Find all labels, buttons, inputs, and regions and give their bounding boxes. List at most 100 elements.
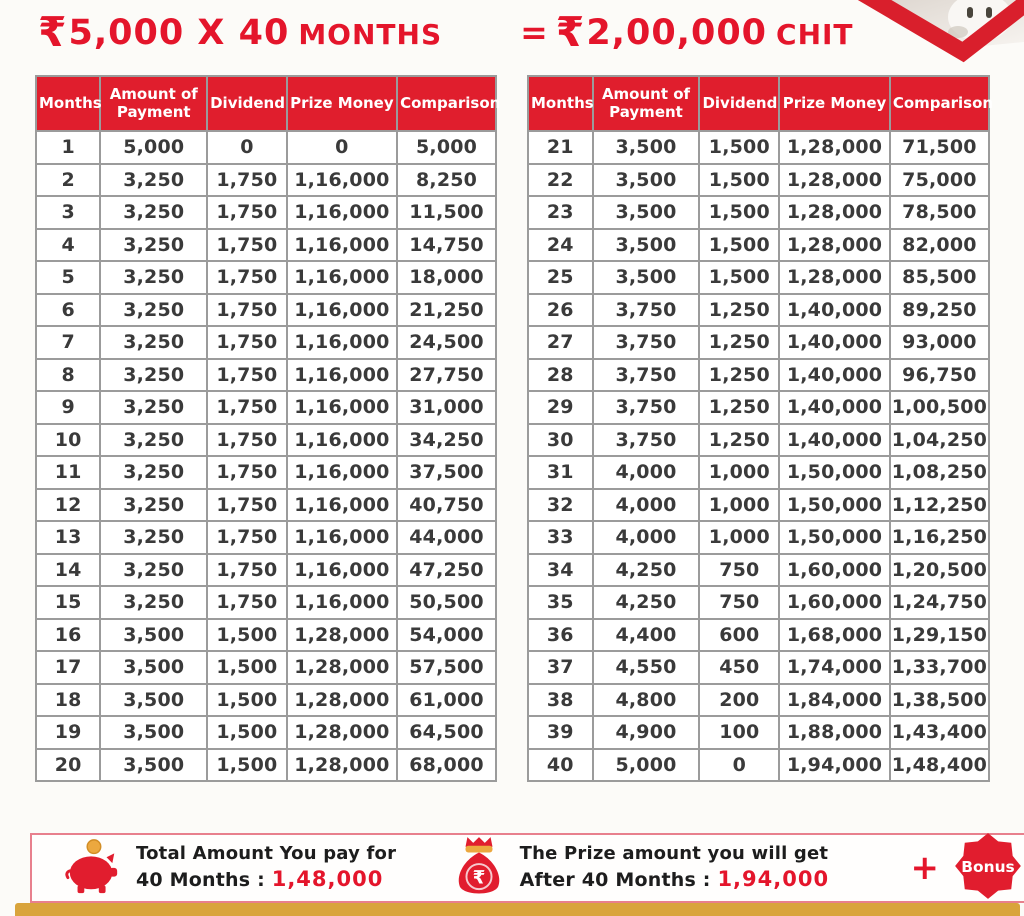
cell-month: 23 xyxy=(527,195,594,230)
table-row: 24 3,500 1,500 1,28,000 82,000 xyxy=(527,227,991,262)
cell-month: 26 xyxy=(527,292,594,327)
cell-month: 24 xyxy=(527,227,594,262)
cell-comparison: 89,250 xyxy=(888,292,991,327)
table-row: 35 4,250 750 1,60,000 1,24,750 xyxy=(527,585,991,620)
cell-month: 33 xyxy=(527,520,594,555)
cell-prize-money: 1,16,000 xyxy=(285,357,399,392)
cell-month: 31 xyxy=(527,455,594,490)
cell-month: 5 xyxy=(34,260,102,295)
total-paid-label: 40 Months : xyxy=(136,868,265,891)
cell-dividend: 1,250 xyxy=(698,357,781,392)
cell-dividend: 1,500 xyxy=(698,227,781,262)
cell-dividend: 1,500 xyxy=(206,715,288,750)
cell-amount-of-payment: 4,800 xyxy=(591,682,701,717)
cell-amount-of-payment: 3,500 xyxy=(99,747,209,782)
cell-month: 32 xyxy=(527,487,594,522)
table-header-row: Months Amount of Payment Dividend Prize … xyxy=(527,75,993,132)
cell-amount-of-payment: 3,250 xyxy=(99,487,209,522)
cell-comparison: 27,750 xyxy=(396,357,497,392)
cell-prize-money: 1,16,000 xyxy=(285,325,399,360)
piggy-bank-icon xyxy=(64,837,122,899)
cell-prize-money: 1,16,000 xyxy=(285,487,399,522)
table-row: 4 3,250 1,750 1,16,000 14,750 xyxy=(34,227,497,262)
cell-prize-money: 1,88,000 xyxy=(778,715,891,750)
cell-prize-money: 1,28,000 xyxy=(285,715,399,750)
table-row: 9 3,250 1,750 1,16,000 31,000 xyxy=(34,390,497,425)
cell-dividend: 1,500 xyxy=(206,682,288,717)
cell-dividend: 1,750 xyxy=(206,390,288,425)
cell-comparison: 1,33,700 xyxy=(888,650,991,685)
cell-dividend: 1,750 xyxy=(206,520,288,555)
cell-prize-money: 1,50,000 xyxy=(778,520,891,555)
cell-amount-of-payment: 3,500 xyxy=(591,162,701,197)
prize-amount-text: The Prize amount you will get After 40 M… xyxy=(520,843,829,892)
table-row: 22 3,500 1,500 1,28,000 75,000 xyxy=(527,162,991,197)
title-right: = ₹ 2,00,000 CHIT xyxy=(520,6,853,56)
cell-dividend: 1,750 xyxy=(206,552,288,587)
cell-prize-money: 1,60,000 xyxy=(778,585,891,620)
cell-comparison: 75,000 xyxy=(888,162,991,197)
total-paid-summary: Total Amount You pay for 40 Months : 1,4… xyxy=(64,837,396,899)
cell-prize-money: 1,28,000 xyxy=(285,617,399,652)
cell-dividend: 1,750 xyxy=(206,487,288,522)
total-paid-line1: Total Amount You pay for xyxy=(136,843,397,865)
cell-month: 21 xyxy=(527,130,594,165)
table-row: 34 4,250 750 1,60,000 1,20,500 xyxy=(527,552,991,587)
cell-dividend: 1,000 xyxy=(698,520,781,555)
cell-prize-money: 1,16,000 xyxy=(285,455,399,490)
cell-prize-money: 1,28,000 xyxy=(778,195,891,230)
money-bag-icon: ₹ xyxy=(452,835,506,901)
table-row: 30 3,750 1,250 1,40,000 1,04,250 xyxy=(527,422,991,457)
cell-amount-of-payment: 3,500 xyxy=(591,260,701,295)
cell-amount-of-payment: 3,750 xyxy=(591,325,701,360)
cell-dividend: 1,750 xyxy=(206,292,288,327)
title-left: ₹ 5,000 X 40 MONTHS xyxy=(38,6,442,56)
cell-comparison: 18,000 xyxy=(396,260,497,295)
cell-comparison: 5,000 xyxy=(396,130,497,165)
cell-amount-of-payment: 3,250 xyxy=(99,390,209,425)
table-row: 6 3,250 1,750 1,16,000 21,250 xyxy=(34,292,497,327)
cell-amount-of-payment: 3,500 xyxy=(591,195,701,230)
cell-dividend: 1,750 xyxy=(206,162,288,197)
cell-comparison: 82,000 xyxy=(888,227,991,262)
table-row: 16 3,500 1,500 1,28,000 54,000 xyxy=(34,617,497,652)
cell-prize-money: 1,68,000 xyxy=(778,617,891,652)
cell-amount-of-payment: 4,900 xyxy=(591,715,701,750)
table-row: 23 3,500 1,500 1,28,000 78,500 xyxy=(527,195,991,230)
cell-month: 20 xyxy=(34,747,102,782)
svg-text:₹: ₹ xyxy=(472,867,485,888)
cell-amount-of-payment: 3,750 xyxy=(591,390,701,425)
cell-prize-money: 1,16,000 xyxy=(285,260,399,295)
cell-dividend: 1,250 xyxy=(698,422,781,457)
table-row: 28 3,750 1,250 1,40,000 96,750 xyxy=(527,357,991,392)
rupee-icon: ₹ xyxy=(555,8,585,56)
cell-comparison: 1,48,400 xyxy=(888,747,991,782)
cell-comparison: 37,500 xyxy=(396,455,497,490)
cell-amount-of-payment: 3,750 xyxy=(591,357,701,392)
cell-prize-money: 1,28,000 xyxy=(778,162,891,197)
cell-comparison: 34,250 xyxy=(396,422,497,457)
cell-month: 27 xyxy=(527,325,594,360)
table-row: 33 4,000 1,000 1,50,000 1,16,250 xyxy=(527,520,991,555)
cell-dividend: 1,500 xyxy=(698,195,781,230)
total-paid-text: Total Amount You pay for 40 Months : 1,4… xyxy=(136,843,396,892)
prize-amount-summary: ₹ The Prize amount you will get After 40… xyxy=(452,835,829,901)
table-row: 17 3,500 1,500 1,28,000 57,500 xyxy=(34,650,497,685)
cell-month: 2 xyxy=(34,162,102,197)
cell-dividend: 1,500 xyxy=(206,650,288,685)
cell-dividend: 1,000 xyxy=(698,455,781,490)
cell-month: 12 xyxy=(34,487,102,522)
cell-comparison: 44,000 xyxy=(396,520,497,555)
table-row: 15 3,250 1,750 1,16,000 50,500 xyxy=(34,585,497,620)
page-title: ₹ 5,000 X 40 MONTHS = ₹ 2,00,000 CHIT xyxy=(38,6,874,56)
rupee-icon: ₹ xyxy=(38,8,67,56)
cell-amount-of-payment: 4,000 xyxy=(591,487,701,522)
payment-table-months-21-40: Months Amount of Payment Dividend Prize … xyxy=(527,75,993,782)
cell-dividend: 200 xyxy=(698,682,781,717)
col-header-prize-money: Prize Money xyxy=(285,75,399,132)
cell-comparison: 1,00,500 xyxy=(888,390,991,425)
cell-prize-money: 1,50,000 xyxy=(778,455,891,490)
cell-month: 8 xyxy=(34,357,102,392)
table-row: 3 3,250 1,750 1,16,000 11,500 xyxy=(34,195,497,230)
cell-month: 9 xyxy=(34,390,102,425)
